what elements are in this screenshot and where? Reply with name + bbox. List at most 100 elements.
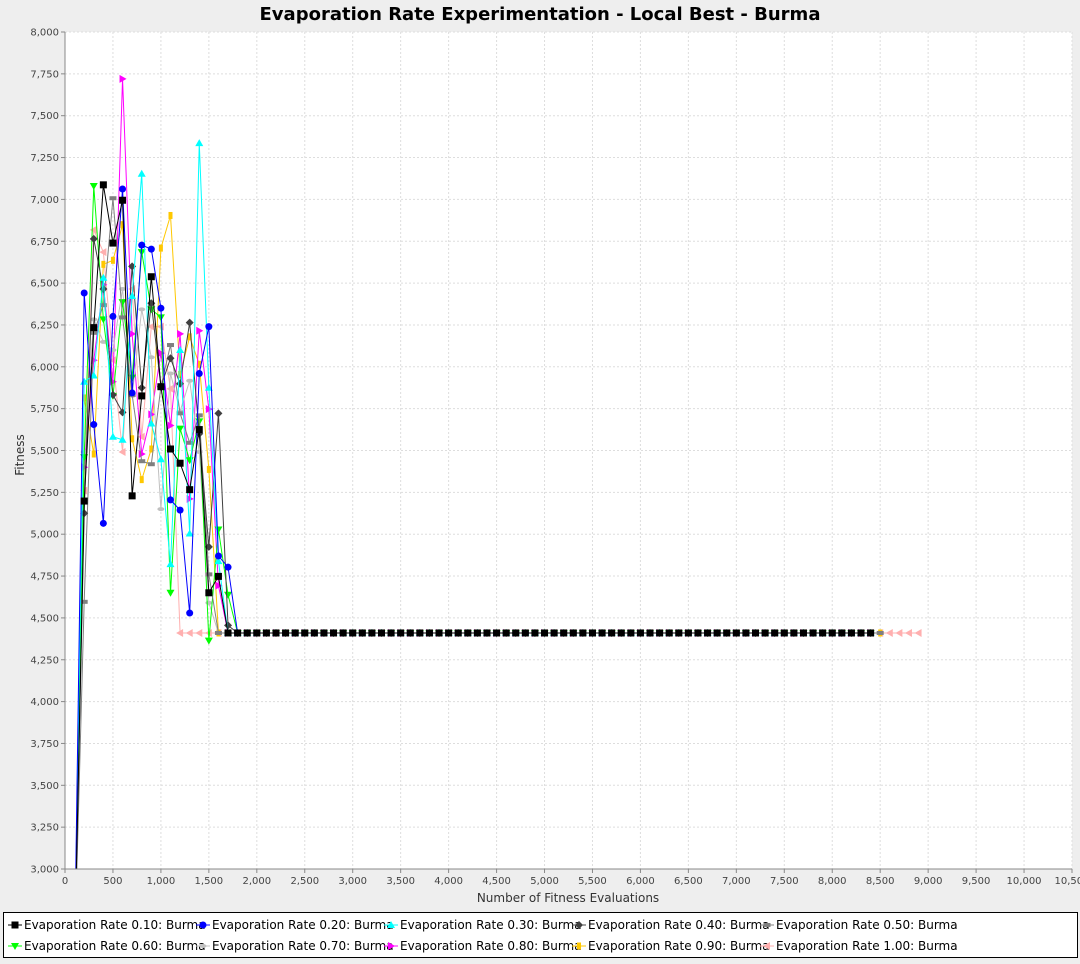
x-tick-label: 5,500 xyxy=(578,876,607,887)
marker xyxy=(186,379,193,383)
y-tick-label: 5,500 xyxy=(30,446,59,457)
marker xyxy=(733,629,740,636)
marker xyxy=(675,629,682,636)
marker xyxy=(512,629,519,636)
marker xyxy=(138,459,145,463)
marker xyxy=(301,629,308,636)
marker xyxy=(666,629,673,636)
marker xyxy=(109,240,116,247)
marker xyxy=(723,629,730,636)
marker xyxy=(138,242,145,249)
marker xyxy=(119,197,126,204)
marker xyxy=(589,629,596,636)
y-tick-label: 6,750 xyxy=(30,237,59,248)
legend-label: Evaporation Rate 0.50: Burma xyxy=(776,918,958,932)
x-tick-label: 3,500 xyxy=(386,876,415,887)
marker xyxy=(92,451,96,458)
marker xyxy=(560,629,567,636)
marker xyxy=(867,629,874,636)
marker xyxy=(320,629,327,636)
marker xyxy=(877,631,884,635)
x-tick-label: 3,000 xyxy=(338,876,367,887)
marker xyxy=(618,629,625,636)
marker xyxy=(781,629,788,636)
marker xyxy=(627,629,634,636)
marker xyxy=(225,629,232,636)
x-tick-label: 8,000 xyxy=(818,876,847,887)
x-tick-label: 9,000 xyxy=(914,876,943,887)
marker xyxy=(138,307,145,311)
marker xyxy=(90,324,97,331)
y-tick-label: 5,000 xyxy=(30,530,59,541)
marker xyxy=(129,389,136,396)
marker xyxy=(599,629,606,636)
marker xyxy=(742,629,749,636)
marker xyxy=(752,629,759,636)
y-tick-label: 5,750 xyxy=(30,404,59,415)
y-tick-label: 8,000 xyxy=(30,28,59,39)
marker xyxy=(577,943,581,950)
marker xyxy=(407,629,414,636)
marker xyxy=(196,370,203,377)
marker xyxy=(167,343,174,347)
marker xyxy=(148,246,155,253)
x-tick-label: 0 xyxy=(62,876,68,887)
marker xyxy=(109,196,116,200)
marker xyxy=(225,564,232,571)
y-tick-label: 4,000 xyxy=(30,697,59,708)
marker xyxy=(215,573,222,580)
marker xyxy=(81,498,88,505)
marker xyxy=(416,629,423,636)
legend-label: Evaporation Rate 0.10: Burma xyxy=(24,918,206,932)
marker xyxy=(109,313,116,320)
marker xyxy=(168,212,172,219)
marker xyxy=(647,629,654,636)
marker xyxy=(368,629,375,636)
marker xyxy=(157,507,164,511)
marker xyxy=(157,383,164,390)
x-axis-label: Number of Fitness Evaluations xyxy=(477,891,659,905)
marker xyxy=(101,261,105,268)
y-tick-label: 7,750 xyxy=(30,69,59,80)
marker xyxy=(340,629,347,636)
marker xyxy=(445,629,452,636)
marker xyxy=(205,323,212,330)
y-tick-label: 6,500 xyxy=(30,279,59,290)
marker xyxy=(234,629,241,636)
marker xyxy=(579,629,586,636)
marker xyxy=(330,629,337,636)
marker xyxy=(483,629,490,636)
marker xyxy=(205,589,212,596)
marker xyxy=(207,466,211,473)
marker xyxy=(388,629,395,636)
marker xyxy=(570,629,577,636)
marker xyxy=(694,629,701,636)
y-tick-label: 4,750 xyxy=(30,572,59,583)
marker xyxy=(378,629,385,636)
marker xyxy=(455,629,462,636)
x-tick-label: 10,000 xyxy=(1007,876,1042,887)
marker xyxy=(177,507,184,514)
legend-label: Evaporation Rate 0.30: Burma xyxy=(400,918,582,932)
marker xyxy=(12,922,19,929)
x-tick-label: 6,000 xyxy=(626,876,655,887)
marker xyxy=(215,631,222,635)
legend-label: Evaporation Rate 1.00: Burma xyxy=(776,939,958,953)
x-tick-label: 7,500 xyxy=(770,876,799,887)
marker xyxy=(200,944,207,948)
legend-label: Evaporation Rate 0.40: Burma xyxy=(588,918,770,932)
legend-label: Evaporation Rate 0.80: Burma xyxy=(400,939,582,953)
marker xyxy=(349,629,356,636)
marker xyxy=(282,629,289,636)
x-tick-label: 8,500 xyxy=(866,876,895,887)
marker xyxy=(167,496,174,503)
marker xyxy=(292,629,299,636)
x-tick-label: 6,500 xyxy=(674,876,703,887)
marker xyxy=(426,629,433,636)
x-tick-label: 1,500 xyxy=(195,876,224,887)
x-tick-label: 10,500 xyxy=(1055,876,1080,887)
marker xyxy=(503,629,510,636)
marker xyxy=(790,629,797,636)
y-tick-label: 4,250 xyxy=(30,655,59,666)
marker xyxy=(522,629,529,636)
